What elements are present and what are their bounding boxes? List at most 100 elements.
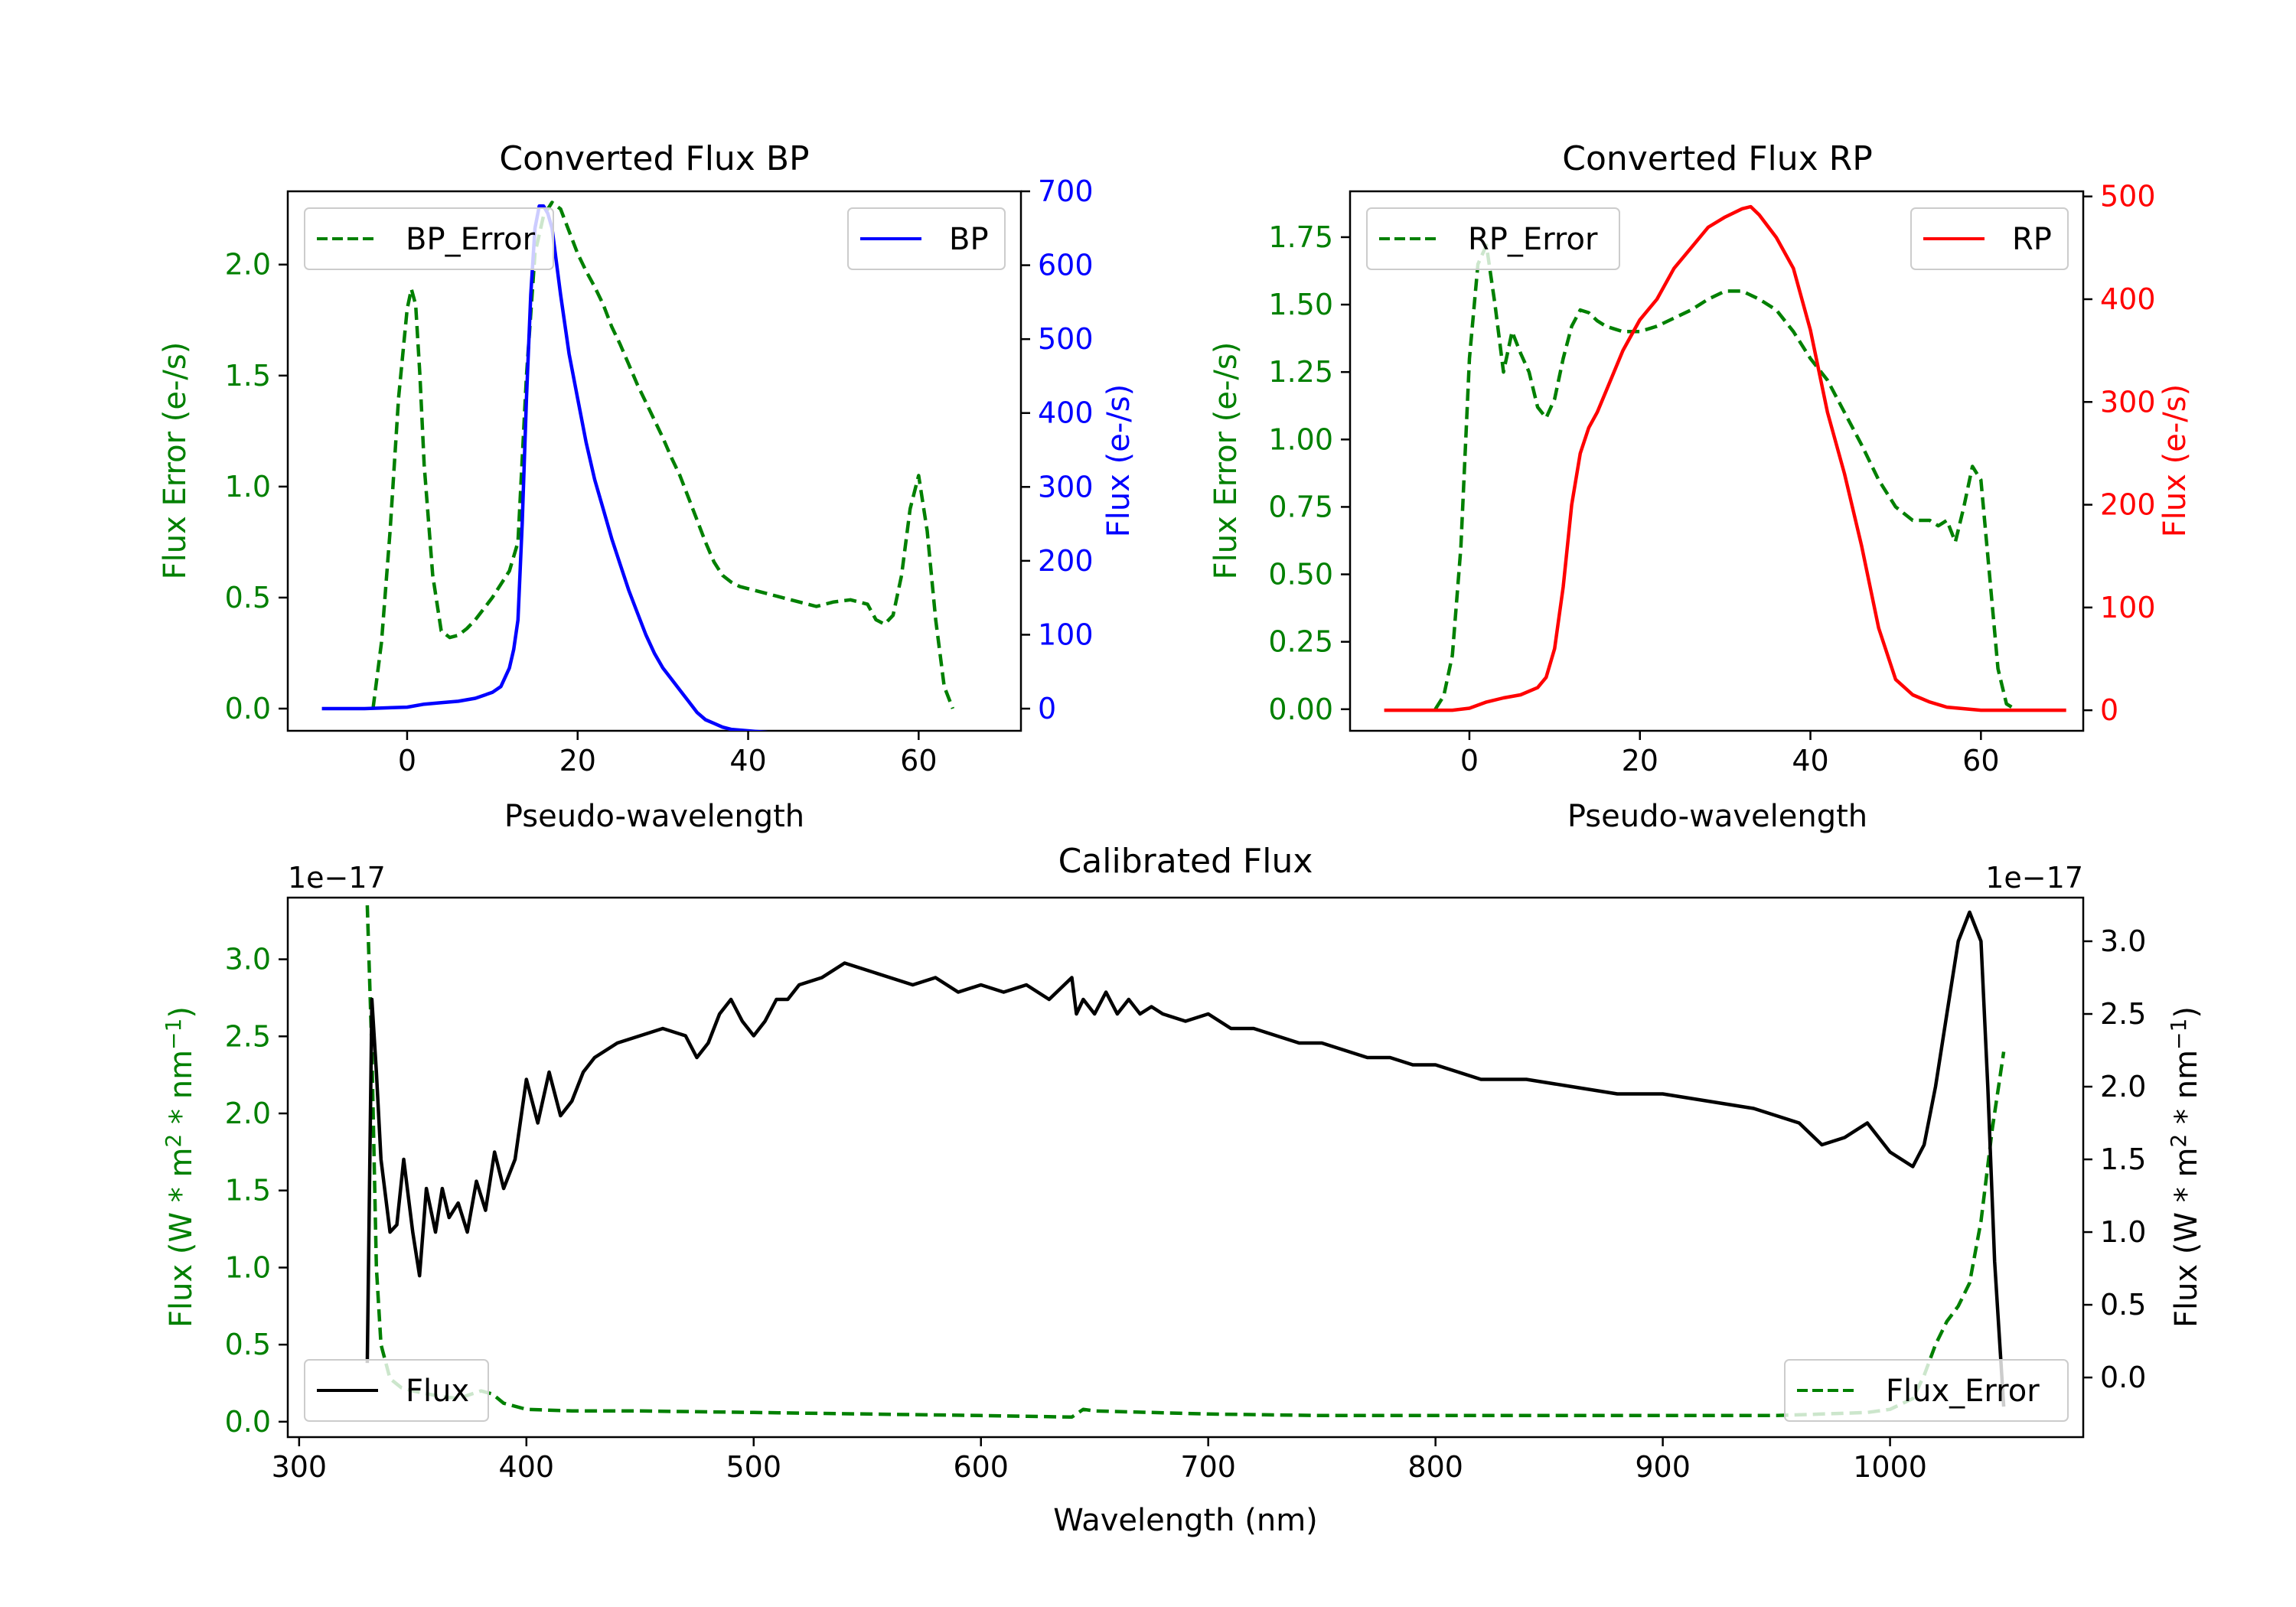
bp-ytick-right-label: 200	[1038, 544, 1094, 578]
bp-series-bp-error	[371, 200, 954, 709]
bp-ytick-right-label: 400	[1038, 396, 1094, 430]
rp-legend-error: RP_Error	[1366, 207, 1620, 270]
cal-left-ticks: 0.0 0.5 1.0 1.5 2.0 2.5 3.0	[225, 943, 288, 1439]
rp-series-rp-error	[1433, 243, 2017, 711]
rp-legend-flux: RP	[1910, 207, 2069, 270]
cal-series-group	[365, 905, 2006, 1420]
cal-xtick-label: 900	[1635, 1450, 1691, 1484]
cal-ytick-left-label: 1.5	[225, 1174, 271, 1208]
cal-series-flux-error	[365, 905, 2006, 1420]
rp-plot-frame	[1349, 190, 2085, 732]
rp-ytick-right-label: 200	[2100, 488, 2156, 522]
bp-legend-error: BP_Error	[304, 207, 554, 270]
bp-legend-flux-label: BP	[949, 222, 989, 257]
cal-ytick-left-label: 0.0	[225, 1405, 271, 1439]
cal-ytick-right-label: 2.0	[2100, 1070, 2146, 1103]
cal-ytick-left-label: 0.5	[225, 1328, 271, 1361]
cal-ytick-left-label: 3.0	[225, 943, 271, 976]
bp-xtick-label: 40	[729, 744, 766, 777]
cal-ytick-right-label: 0.0	[2100, 1361, 2146, 1394]
cal-legend-flux-label: Flux	[406, 1374, 469, 1409]
rp-ytick-right-label: 300	[2100, 385, 2156, 419]
rp-xtick-label: 40	[1792, 744, 1828, 777]
rp-legend-flux-label: RP	[2012, 222, 2052, 257]
cal-legend-flux: Flux	[304, 1359, 489, 1422]
cal-legend-error: Flux_Error	[1784, 1359, 2069, 1422]
cal-right-ticks: 0.0 0.5 1.0 1.5 2.0 2.5 3.0	[2083, 924, 2146, 1394]
bp-ytick-left-label: 0.5	[225, 581, 271, 614]
rp-ytick-right-label: 100	[2100, 591, 2156, 624]
rp-right-ticks: 0 100 200 300 400 500	[2083, 180, 2156, 727]
rp-ytick-right-label: 500	[2100, 180, 2156, 214]
cal-offset-left: 1e−17	[288, 861, 386, 895]
cal-xtick-label: 700	[1180, 1450, 1236, 1484]
bp-series-group	[321, 200, 954, 731]
cal-legend-flux-box	[304, 1359, 489, 1422]
panel-calibrated: Calibrated Flux 1e−17 1e−17 300 400 500 600…	[161, 842, 2204, 1538]
bp-ylabel-right: Flux (e-/s)	[1101, 384, 1137, 537]
cal-ytick-right-label: 0.5	[2100, 1288, 2146, 1322]
cal-ylabel-right: Flux (W * m2 * nm−1)	[2166, 1006, 2204, 1328]
rp-xlabel: Pseudo-wavelength	[1567, 799, 1867, 834]
rp-series-group	[1384, 204, 2066, 712]
cal-ytick-left-label: 1.0	[225, 1250, 271, 1284]
cal-ytick-right-label: 1.5	[2100, 1143, 2146, 1176]
panel-rp: Converted Flux RP 0 20 40 60 0.000.250.500.…	[1208, 139, 2193, 834]
cal-xtick-label: 600	[953, 1450, 1009, 1484]
bp-ytick-left-label: 2.0	[225, 248, 271, 282]
rp-xtick-label: 0	[1460, 744, 1479, 777]
rp-xtick-label: 20	[1622, 744, 1658, 777]
bp-ytick-right-label: 600	[1038, 249, 1094, 282]
cal-ytick-right-label: 2.5	[2100, 997, 2146, 1031]
bp-title: Converted Flux BP	[499, 139, 809, 178]
rp-ytick-right-label: 0	[2100, 693, 2118, 727]
rp-ylabel-right: Flux (e-/s)	[2157, 384, 2193, 537]
bp-xtick-label: 60	[900, 744, 937, 777]
cal-x-ticks: 300 400 500 600 700 800 900 1000	[272, 1437, 1927, 1484]
bp-legend-error-label: BP_Error	[406, 222, 536, 257]
bp-ytick-left-label: 1.0	[225, 470, 271, 504]
bp-ytick-right-label: 0	[1038, 692, 1056, 725]
cal-ytick-left-label: 2.5	[225, 1019, 271, 1053]
bp-ytick-right-label: 700	[1038, 174, 1094, 208]
rp-ytick-left-label: 0.25	[1268, 625, 1333, 659]
cal-plot-frame	[286, 896, 2085, 1439]
bp-legend-flux: BP	[847, 207, 1006, 270]
rp-legend-error-label: RP_Error	[1468, 222, 1598, 257]
rp-ytick-left-label: 0.00	[1268, 693, 1333, 726]
rp-title: Converted Flux RP	[1562, 139, 1873, 178]
rp-series-rp	[1384, 204, 2066, 712]
bp-legend-flux-box	[847, 207, 1006, 270]
bp-xtick-label: 20	[559, 744, 596, 777]
cal-ytick-right-label: 1.0	[2100, 1215, 2146, 1249]
rp-legend-flux-box	[1910, 207, 2069, 270]
cal-ytick-left-label: 2.0	[225, 1097, 271, 1130]
cal-xtick-label: 300	[272, 1450, 328, 1484]
bp-ytick-right-label: 500	[1038, 322, 1094, 356]
cal-xtick-label: 800	[1407, 1450, 1463, 1484]
bp-legend-error-box	[304, 207, 554, 270]
rp-ytick-right-label: 400	[2100, 282, 2156, 316]
bp-ytick-left-label: 1.5	[225, 359, 271, 393]
cal-xlabel: Wavelength (nm)	[1053, 1503, 1318, 1538]
rp-ytick-left-label: 1.75	[1268, 220, 1333, 254]
cal-offset-right: 1e−17	[1985, 861, 2083, 895]
rp-ytick-left-label: 0.75	[1268, 490, 1333, 523]
cal-xtick-label: 500	[726, 1450, 782, 1484]
panel-bp: Converted Flux BP 0 20 40 60 0.0 0.5 1.0 1.5 2.…	[158, 139, 1137, 834]
bp-ytick-right-label: 300	[1038, 470, 1094, 504]
rp-legend-error-box	[1366, 207, 1620, 270]
rp-x-ticks: 0 20 40 60	[1460, 731, 2000, 777]
cal-xtick-label: 400	[499, 1450, 555, 1484]
cal-title: Calibrated Flux	[1058, 842, 1313, 881]
bp-xlabel: Pseudo-wavelength	[504, 799, 804, 834]
rp-ylabel-left: Flux Error (e-/s)	[1208, 342, 1244, 580]
bp-plot-frame	[286, 190, 1022, 732]
rp-ytick-left-label: 1.00	[1268, 422, 1333, 456]
cal-ytick-right-label: 3.0	[2100, 924, 2146, 958]
cal-legend-error-label: Flux_Error	[1886, 1374, 2040, 1409]
bp-ylabel-left: Flux Error (e-/s)	[158, 342, 193, 580]
bp-xtick-label: 0	[398, 744, 416, 777]
bp-series-bp	[321, 204, 768, 731]
cal-ylabel-left: Flux (W * m2 * nm−1)	[161, 1006, 199, 1328]
